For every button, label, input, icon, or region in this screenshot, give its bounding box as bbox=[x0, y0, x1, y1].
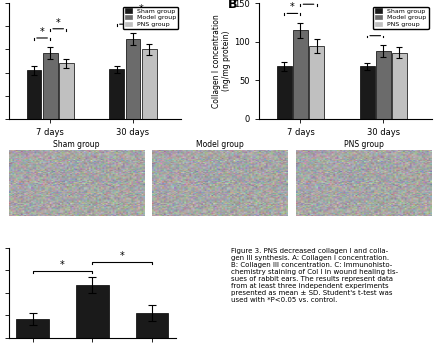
Bar bbox=[376, 51, 391, 119]
Title: Model group: Model group bbox=[196, 140, 244, 149]
Bar bbox=[76, 285, 109, 338]
Bar bbox=[43, 53, 58, 119]
Text: *: * bbox=[123, 13, 127, 23]
Text: B: B bbox=[228, 0, 238, 11]
Bar bbox=[126, 39, 140, 119]
Title: PNS group: PNS group bbox=[344, 140, 384, 149]
Text: Figure 3. PNS decreased collagen I and colla-
gen III synthesis. A: Collagen I c: Figure 3. PNS decreased collagen I and c… bbox=[231, 248, 398, 303]
Bar bbox=[293, 30, 308, 119]
Bar bbox=[277, 66, 292, 119]
Y-axis label: Collagen I concentration
(ng/mg protein): Collagen I concentration (ng/mg protein) bbox=[212, 14, 232, 108]
Text: *: * bbox=[60, 260, 65, 270]
Bar bbox=[109, 69, 124, 119]
Text: *: * bbox=[40, 27, 44, 37]
Legend: Sham group, Model group, PNS group: Sham group, Model group, PNS group bbox=[373, 7, 429, 29]
Text: *: * bbox=[373, 24, 378, 34]
Title: Sham group: Sham group bbox=[53, 140, 100, 149]
Legend: Sham group, Model group, PNS group: Sham group, Model group, PNS group bbox=[123, 7, 178, 29]
Text: *: * bbox=[290, 2, 295, 12]
Bar bbox=[136, 313, 168, 338]
Bar bbox=[142, 49, 157, 119]
Bar bbox=[392, 52, 407, 119]
Bar bbox=[309, 46, 324, 119]
Bar bbox=[16, 319, 49, 338]
Bar bbox=[59, 63, 74, 119]
Text: *: * bbox=[120, 251, 124, 261]
Text: *: * bbox=[139, 4, 143, 14]
Text: *: * bbox=[56, 18, 61, 28]
Bar bbox=[27, 70, 41, 119]
Bar bbox=[360, 66, 375, 119]
Text: *: * bbox=[306, 0, 311, 3]
